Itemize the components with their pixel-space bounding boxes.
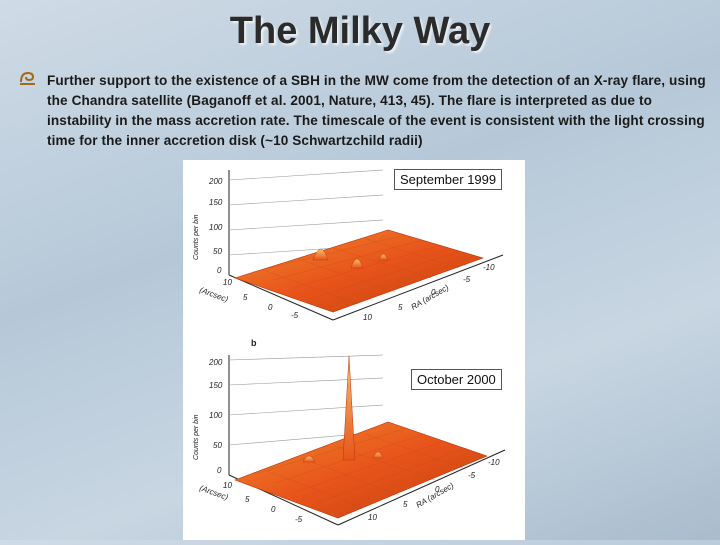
svg-text:Counts per bin: Counts per bin — [193, 414, 200, 460]
svg-text:100: 100 — [209, 223, 223, 232]
scroll-bullet-icon — [18, 68, 38, 88]
svg-text:5: 5 — [398, 303, 403, 312]
chandra-flare-figure: 200 150 100 50 0 10 5 0 -5 -10 -5 0 5 10… — [183, 160, 525, 540]
svg-text:50: 50 — [213, 441, 222, 450]
svg-text:0: 0 — [431, 288, 436, 297]
svg-text:-5: -5 — [291, 311, 299, 320]
svg-text:150: 150 — [209, 198, 223, 207]
svg-text:50: 50 — [213, 247, 222, 256]
panel-b-letter: b — [251, 338, 257, 348]
svg-text:-5: -5 — [468, 471, 476, 480]
svg-text:10: 10 — [223, 481, 232, 490]
svg-text:-5: -5 — [295, 515, 303, 524]
svg-text:10: 10 — [363, 313, 372, 322]
svg-text:10: 10 — [368, 513, 377, 522]
svg-text:5: 5 — [243, 293, 248, 302]
flare-surface-plots: 200 150 100 50 0 10 5 0 -5 -10 -5 0 5 10… — [193, 169, 506, 526]
svg-text:-5: -5 — [463, 275, 471, 284]
svg-text:-10: -10 — [488, 458, 500, 467]
svg-text:0: 0 — [217, 266, 222, 275]
svg-text:200: 200 — [208, 177, 223, 186]
svg-text:Counts per bin: Counts per bin — [193, 214, 200, 260]
svg-text:(Arcsec): (Arcsec) — [198, 285, 229, 304]
svg-text:150: 150 — [209, 381, 223, 390]
svg-text:10: 10 — [223, 278, 232, 287]
svg-text:0: 0 — [217, 466, 222, 475]
svg-text:100: 100 — [209, 411, 223, 420]
top-panel-surface — [234, 229, 484, 313]
svg-text:5: 5 — [403, 500, 408, 509]
panel-label-october-2000: October 2000 — [411, 369, 502, 390]
bottom-panel-surface — [234, 355, 488, 519]
svg-text:200: 200 — [208, 358, 223, 367]
svg-text:-10: -10 — [483, 263, 495, 272]
slide-title: The Milky Way — [229, 10, 491, 52]
svg-text:0: 0 — [268, 303, 273, 312]
svg-text:0: 0 — [435, 485, 440, 494]
svg-text:5: 5 — [245, 495, 250, 504]
svg-text:0: 0 — [271, 505, 276, 514]
bullet-text: Further support to the existence of a SB… — [47, 73, 706, 148]
panel-label-september-1999: September 1999 — [394, 169, 503, 190]
